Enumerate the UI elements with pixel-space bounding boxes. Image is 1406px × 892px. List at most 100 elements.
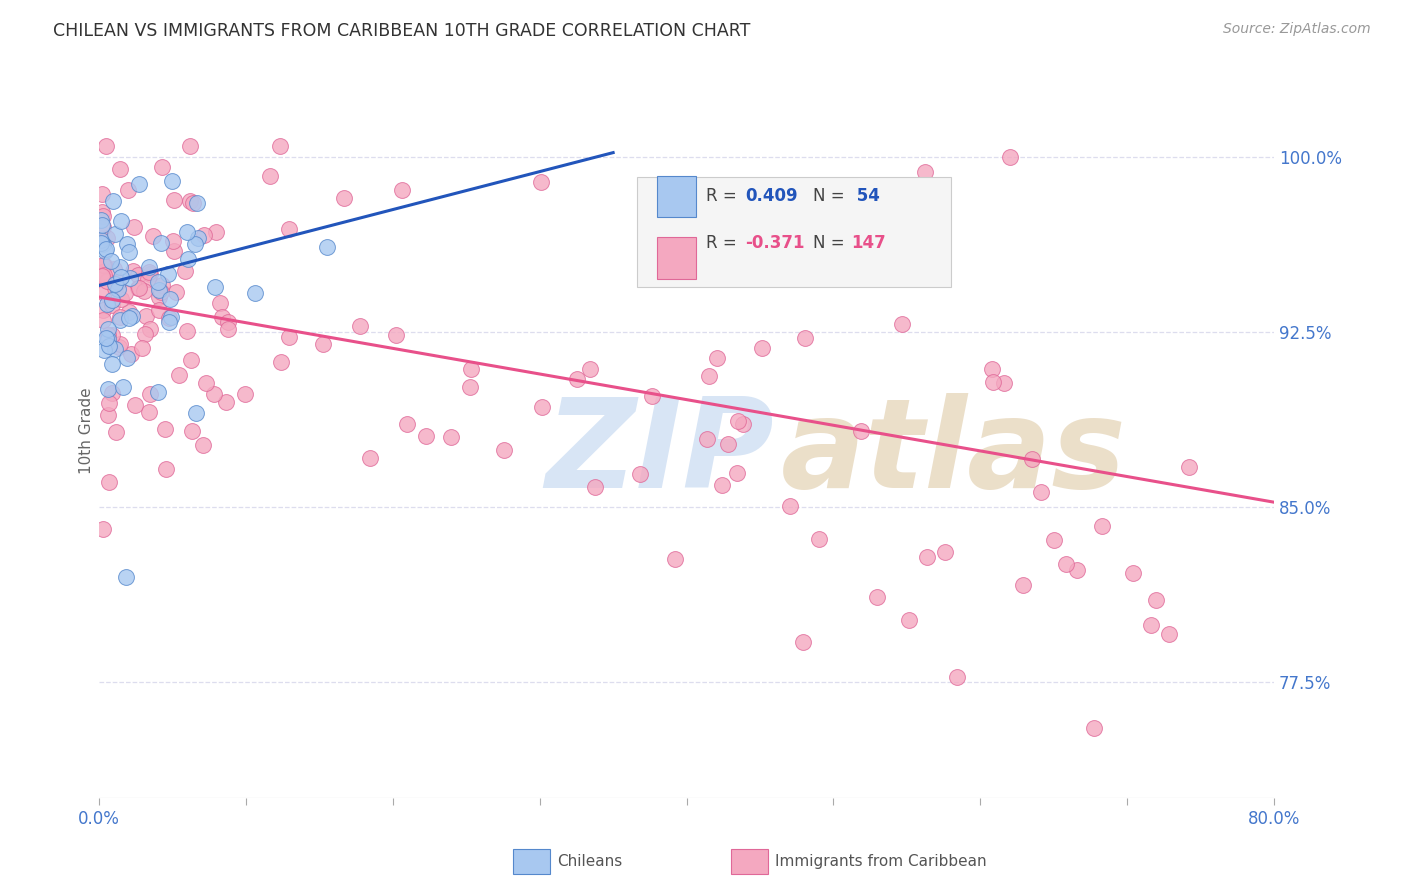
- Point: [104, 342, 127, 356]
- Point: [103, 227, 125, 242]
- Point: [146, 275, 169, 289]
- Point: [186, 195, 208, 210]
- Point: [162, 235, 184, 249]
- Point: [983, 376, 1005, 390]
- Point: [1043, 533, 1066, 547]
- Point: [396, 417, 419, 431]
- Point: [103, 194, 125, 209]
- Point: [793, 331, 815, 345]
- Point: [181, 196, 204, 211]
- Point: [1091, 519, 1114, 533]
- Point: [128, 281, 150, 295]
- Point: [531, 400, 554, 414]
- Point: [107, 282, 129, 296]
- Point: [915, 550, 938, 565]
- Point: [733, 417, 755, 431]
- Point: [93, 286, 115, 301]
- Point: [124, 398, 146, 412]
- Text: atlas: atlas: [780, 392, 1126, 514]
- Point: [118, 310, 141, 325]
- Point: [583, 479, 606, 493]
- Point: [155, 462, 177, 476]
- Point: [699, 368, 721, 383]
- Point: [104, 281, 127, 295]
- Point: [118, 305, 141, 319]
- Text: R =: R =: [706, 187, 742, 205]
- Point: [1012, 578, 1035, 592]
- Point: [215, 395, 238, 409]
- Point: [91, 258, 114, 272]
- Text: Chileans: Chileans: [557, 855, 621, 869]
- Point: [148, 283, 170, 297]
- Point: [177, 252, 200, 266]
- Point: [1139, 618, 1161, 632]
- Point: [90, 233, 112, 247]
- Point: [101, 293, 124, 308]
- Point: [162, 193, 184, 207]
- Point: [311, 337, 333, 351]
- Point: [914, 165, 936, 179]
- Point: [165, 285, 187, 300]
- Text: Immigrants from Caribbean: Immigrants from Caribbean: [775, 855, 987, 869]
- Point: [849, 424, 872, 438]
- Point: [142, 229, 165, 244]
- Point: [148, 303, 170, 318]
- Point: [946, 670, 969, 684]
- Point: [135, 309, 157, 323]
- Point: [152, 278, 174, 293]
- Point: [664, 551, 686, 566]
- Point: [115, 351, 138, 365]
- Text: N =: N =: [813, 234, 849, 252]
- Point: [727, 414, 749, 428]
- Point: [138, 404, 160, 418]
- Point: [233, 387, 256, 401]
- Point: [118, 245, 141, 260]
- Point: [100, 385, 122, 400]
- Point: [122, 264, 145, 278]
- Point: [1021, 452, 1043, 467]
- Point: [567, 372, 589, 386]
- Point: [217, 315, 239, 329]
- Point: [993, 376, 1015, 391]
- Point: [121, 309, 143, 323]
- Point: [579, 361, 602, 376]
- Point: [157, 267, 180, 281]
- Point: [751, 341, 773, 355]
- Point: [97, 332, 120, 346]
- Point: [149, 235, 172, 250]
- Point: [103, 277, 125, 291]
- Text: Source: ZipAtlas.com: Source: ZipAtlas.com: [1223, 22, 1371, 37]
- Point: [98, 475, 121, 490]
- Text: 0.409: 0.409: [745, 187, 799, 205]
- Point: [259, 169, 281, 183]
- Point: [332, 190, 354, 204]
- Point: [211, 310, 233, 324]
- Point: [138, 260, 160, 274]
- Point: [898, 613, 921, 627]
- Point: [93, 268, 115, 283]
- Point: [641, 389, 664, 403]
- Point: [269, 138, 291, 153]
- Point: [91, 187, 114, 202]
- Point: [184, 237, 207, 252]
- Point: [97, 321, 120, 335]
- Point: [91, 220, 114, 235]
- Point: [132, 284, 155, 298]
- Point: [96, 297, 118, 311]
- Point: [91, 236, 114, 251]
- Point: [97, 327, 120, 342]
- Point: [90, 235, 112, 250]
- Point: [157, 315, 180, 329]
- Point: [138, 321, 160, 335]
- Point: [160, 174, 183, 188]
- Point: [108, 260, 131, 275]
- Point: [866, 590, 889, 604]
- Point: [90, 213, 112, 227]
- Point: [94, 331, 117, 345]
- Text: ZIP: ZIP: [546, 392, 775, 514]
- Point: [191, 437, 214, 451]
- Point: [359, 450, 381, 465]
- Point: [148, 290, 170, 304]
- Point: [176, 225, 198, 239]
- Point: [103, 262, 125, 277]
